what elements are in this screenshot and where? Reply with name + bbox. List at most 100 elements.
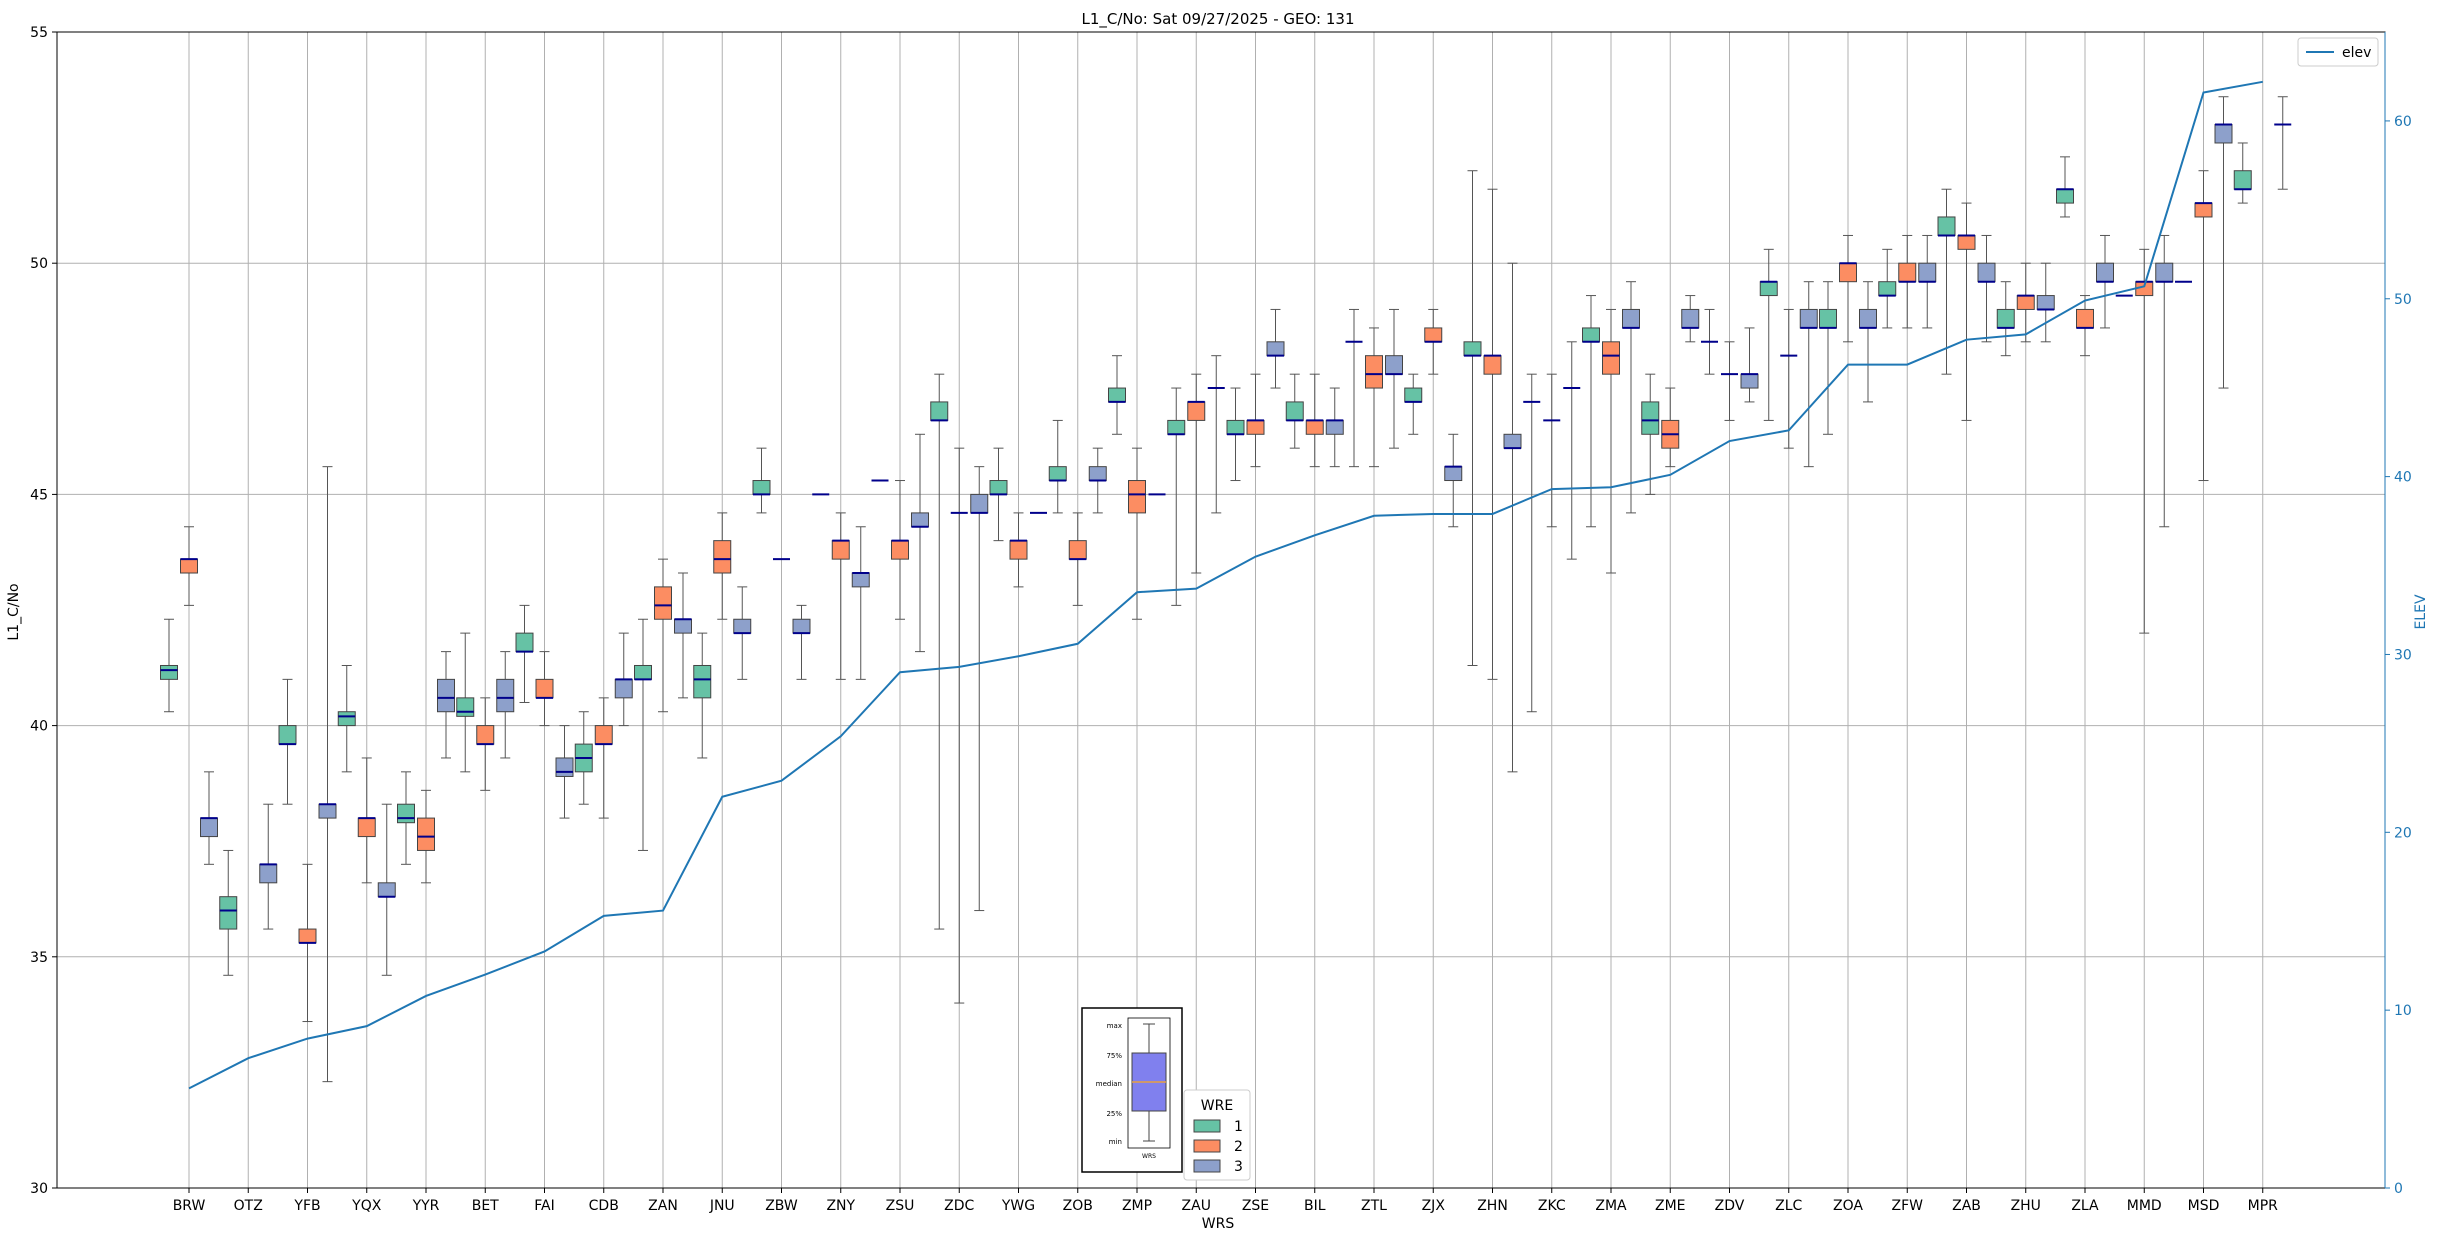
axes: 30 35 40 45 50 55 0 10 20 30 40 50 60 BRW OTZ YFB YQX YYR… <box>30 25 2412 1214</box>
box-wre3-ZLA <box>2096 234 2114 329</box>
box-wre1-ZMA <box>1582 295 1600 528</box>
box-wre2-CDB <box>594 697 613 819</box>
x-tick-label-YFB: YFB <box>293 1198 320 1214</box>
x-tick-label-ZBW: ZBW <box>765 1198 798 1214</box>
box-wre1-ZSE <box>1226 387 1245 482</box>
box-body <box>693 664 712 699</box>
box-wre3-ZHN <box>1503 262 1522 773</box>
box-body <box>337 711 356 727</box>
box-body <box>180 558 198 574</box>
box-body <box>318 803 337 819</box>
box-wre2-ZHU <box>2016 262 2035 343</box>
box-wre1-ZFW <box>1878 248 1897 329</box>
box-wre2-ZLC <box>1780 308 1798 449</box>
elev-legend-frame <box>2297 37 2379 67</box>
box-body <box>1365 355 1383 389</box>
box-body <box>1048 466 1067 482</box>
y-tick-label: 45 <box>30 487 48 503</box>
box-body <box>2155 262 2174 283</box>
box-wre1-YFB <box>278 678 297 805</box>
box-body <box>1977 262 1996 283</box>
box-body <box>1819 308 1837 329</box>
box-wre1-ZLC <box>1759 248 1778 421</box>
box-wre2-FAI <box>535 651 554 727</box>
box-body <box>1622 308 1640 329</box>
box-wre1-ZDV <box>1701 308 1718 375</box>
box-body <box>555 757 574 777</box>
box-body <box>357 817 376 838</box>
legend-label-1: 1 <box>1234 1119 1243 1135</box>
box-body <box>1602 341 1620 375</box>
box-wre2-ZAU <box>1187 373 1206 574</box>
x-tick-label-JNU: JNU <box>709 1198 735 1214</box>
box-wre2-ZME <box>1661 387 1680 468</box>
box-wre2-MMD <box>2135 248 2154 634</box>
y2-tick-label: 60 <box>2394 114 2412 130</box>
box-wre1-ZHN <box>1463 170 1482 666</box>
box-wre1-ZBW <box>752 447 771 514</box>
y-tick-label: 35 <box>30 950 48 966</box>
box-body <box>377 882 396 898</box>
box-wre3-ZBW <box>792 604 811 680</box>
y2-tick-label: 40 <box>2394 470 2412 486</box>
box-body <box>970 493 989 514</box>
box-wre1-YWG <box>989 447 1008 542</box>
x-tick-label-YQX: YQX <box>351 1198 382 1214</box>
box-wre1-FAI <box>515 604 534 703</box>
box-wre3-JNU <box>733 586 752 680</box>
x-tick-label-OTZ: OTZ <box>234 1198 263 1214</box>
x-tick-label-YWG: YWG <box>1001 1198 1035 1214</box>
box-wre3-FAI <box>555 725 574 819</box>
box-body <box>831 540 850 560</box>
x-tick-label-ZJX: ZJX <box>1422 1198 1446 1214</box>
y-tick-label: 55 <box>30 25 48 41</box>
box-wre2-ZAN <box>654 558 672 713</box>
x-tick-label-BRW: BRW <box>173 1198 206 1214</box>
box-wre2-BIL <box>1305 373 1324 468</box>
x-tick-label-ZNY: ZNY <box>826 1198 855 1214</box>
box-body <box>1859 308 1877 329</box>
box-wre2-ZSU <box>891 480 909 620</box>
box-body <box>674 618 692 634</box>
box-wre2-YYR <box>417 789 435 884</box>
box-body <box>1740 373 1759 389</box>
key-xlabel: WRS <box>1142 1153 1156 1160</box>
box-wre3-MMD <box>2155 234 2174 528</box>
box-body <box>1088 466 1107 482</box>
y2-axis-label: ELEV <box>2413 594 2429 629</box>
box-wre1-CDB <box>574 711 593 805</box>
box-wre2-ZFW <box>1898 234 1917 329</box>
box-wre3-ZOA <box>1859 281 1877 403</box>
elev-legend-label: elev <box>2342 45 2371 61</box>
box-wre2-ZAB <box>1957 202 1976 421</box>
box-wre3-YFB <box>318 466 337 1083</box>
box-body <box>654 586 672 620</box>
x-tick-label-BET: BET <box>472 1198 499 1214</box>
x-tick-label-ZFW: ZFW <box>1892 1198 1924 1214</box>
y2-tick-label: 50 <box>2394 292 2412 308</box>
box-wre2-YFB <box>298 863 317 1023</box>
box-wre1-ZAN <box>634 618 652 851</box>
box-body <box>2096 262 2114 283</box>
box-wre2-ZOB <box>1068 512 1087 606</box>
box-body <box>496 678 515 713</box>
box-body <box>1404 387 1423 403</box>
x-tick-label-YYR: YYR <box>412 1198 440 1214</box>
box-wre3-ZAU <box>1207 355 1225 514</box>
box-wre3-ZOB <box>1088 447 1107 514</box>
y-tick-label: 30 <box>30 1181 48 1197</box>
key-label-4: min <box>1109 1138 1122 1146</box>
box-wre3-ZJX <box>1444 433 1463 528</box>
box-body <box>456 697 475 717</box>
y2-tick-label: 20 <box>2394 825 2412 841</box>
box-wre1-ZAU <box>1167 387 1186 606</box>
box-wre1-OTZ <box>219 849 238 976</box>
x-tick-label-ZAB: ZAB <box>1952 1198 1981 1214</box>
legend-frame <box>1183 1089 1251 1181</box>
legend-label-2: 2 <box>1234 1139 1243 1155</box>
y-tick-label: 50 <box>30 256 48 272</box>
legend-swatch-2 <box>1193 1139 1221 1153</box>
x-tick-label-CDB: CDB <box>589 1198 619 1214</box>
box-body <box>1305 419 1324 435</box>
box-wre3-ZHU <box>2036 262 2055 343</box>
